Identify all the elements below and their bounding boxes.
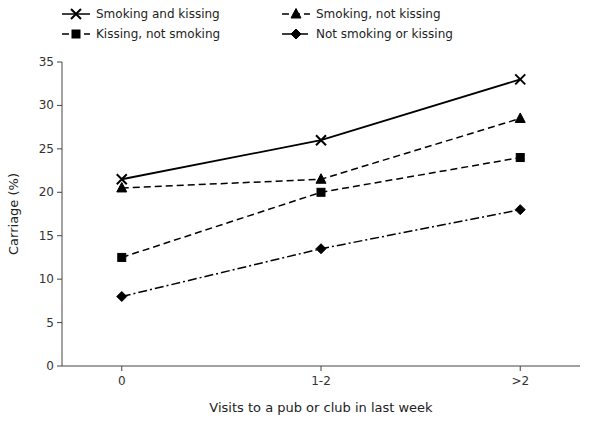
- point-marker: [117, 292, 127, 302]
- x-axis-label: Visits to a pub or club in last week: [209, 400, 433, 415]
- y-tick: [57, 192, 62, 193]
- point-marker: [316, 174, 326, 184]
- y-tick: [57, 62, 62, 63]
- series-line: [122, 158, 520, 258]
- y-tick: [57, 366, 62, 367]
- plot-area: [117, 74, 525, 301]
- x-tick-label: 0: [118, 374, 126, 388]
- x-tick-label: 1-2: [311, 374, 331, 388]
- point-marker: [117, 182, 127, 192]
- x-tick-label: >2: [511, 374, 529, 388]
- point-marker: [118, 253, 126, 261]
- legend-marker: [72, 30, 80, 38]
- y-tick-label: 35: [39, 55, 54, 69]
- y-tick-label: 20: [39, 185, 54, 199]
- y-tick-label: 5: [46, 316, 54, 330]
- y-tick-label: 30: [39, 98, 54, 112]
- point-marker: [515, 113, 525, 123]
- series-line: [122, 210, 520, 297]
- point-marker: [515, 205, 525, 215]
- y-tick: [57, 148, 62, 149]
- legend-label: Smoking and kissing: [96, 7, 220, 21]
- chart: 0 5 10 15 20 25 30 35 0 1-2 >2 Visits to a pub or c…: [0, 0, 600, 424]
- y-tick: [57, 322, 62, 323]
- y-axis-line: [62, 62, 63, 366]
- point-marker: [317, 188, 325, 196]
- y-axis-label: Carriage (%): [6, 173, 21, 255]
- legend-marker: [291, 29, 301, 39]
- y-tick: [57, 235, 62, 236]
- x-tick: [121, 366, 122, 371]
- legend-label: Not smoking or kissing: [316, 27, 453, 41]
- legend: Smoking and kissing Smoking, not kissing K…: [62, 7, 453, 41]
- x-tick: [321, 366, 322, 371]
- point-marker: [516, 154, 524, 162]
- y-tick-label: 0: [46, 359, 54, 373]
- series-line: [122, 118, 520, 187]
- y-tick-label: 15: [39, 229, 54, 243]
- background: [0, 0, 600, 424]
- point-marker: [316, 244, 326, 254]
- x-tick: [520, 366, 521, 371]
- point-marker: [515, 74, 525, 84]
- series-line: [122, 79, 520, 179]
- y-tick: [57, 279, 62, 280]
- y-tick-label: 25: [39, 142, 54, 156]
- y-tick: [57, 105, 62, 106]
- point-marker: [316, 135, 326, 145]
- legend-label: Kissing, not smoking: [96, 27, 220, 41]
- y-tick-label: 10: [39, 272, 54, 286]
- legend-label: Smoking, not kissing: [316, 7, 441, 21]
- legend-marker: [71, 9, 81, 19]
- legend-marker: [291, 9, 301, 19]
